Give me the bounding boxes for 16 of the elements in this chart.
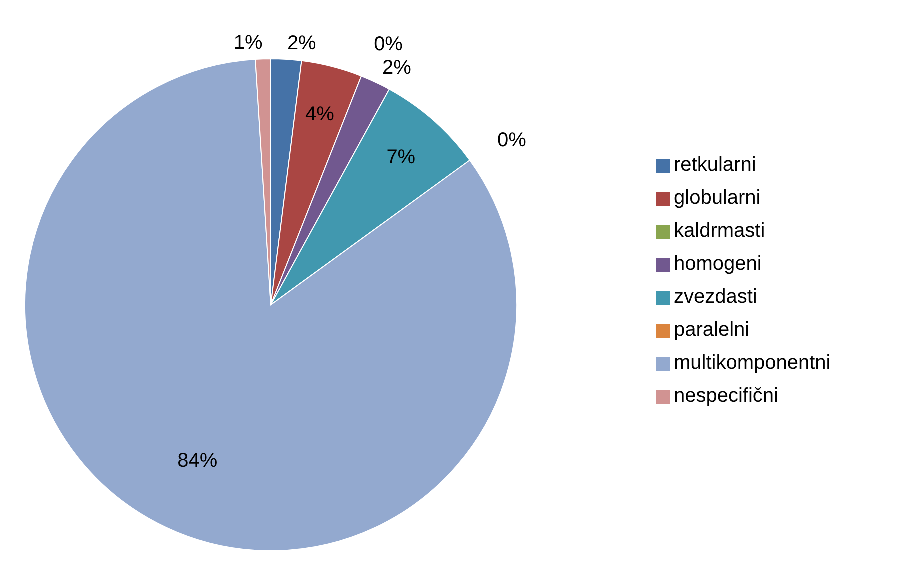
- legend-label: homogeni: [674, 253, 762, 275]
- data-label: 84%: [178, 450, 218, 472]
- legend-label: paralelni: [674, 319, 750, 341]
- text: 0%: [498, 129, 526, 152]
- data-label: 1%: [234, 32, 263, 54]
- legend-label: retkularni: [674, 154, 756, 176]
- data-label: 7%: [386, 146, 416, 168]
- data-label: 2%: [382, 56, 412, 79]
- legend-label: globularni: [674, 187, 761, 209]
- legend-label: multikomponentni: [674, 352, 831, 374]
- data-label: 2%: [287, 32, 317, 55]
- legend-label: kaldrmasti: [674, 220, 766, 242]
- data-label: 4%: [305, 103, 335, 126]
- legend-label: zvezdasti: [674, 286, 758, 308]
- legend-label: nespecifični: [674, 385, 779, 407]
- text: 0%: [374, 34, 403, 56]
